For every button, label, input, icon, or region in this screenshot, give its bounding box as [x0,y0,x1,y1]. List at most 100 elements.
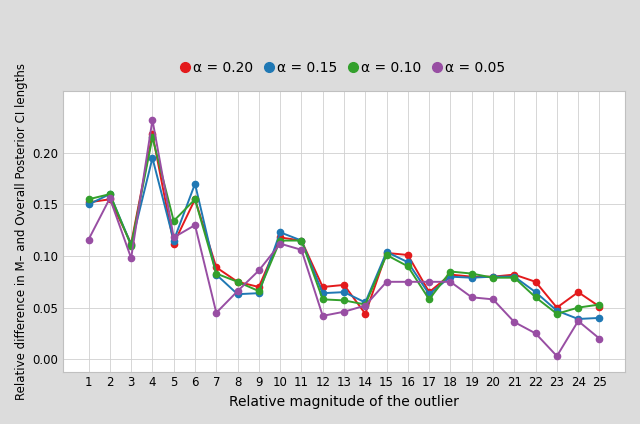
α = 0.10 [276,238,284,243]
α = 0.15 [212,272,220,277]
α = 0.15 [148,156,156,161]
α = 0.15 [255,290,262,296]
α = 0.15 [511,274,518,279]
α = 0.15 [191,181,199,187]
α = 0.20 [298,238,305,243]
α = 0.20 [319,285,326,290]
α = 0.05 [383,279,390,285]
α = 0.05 [511,320,518,325]
α = 0.05 [447,279,454,285]
α = 0.05 [574,318,582,324]
α = 0.20 [362,311,369,316]
α = 0.20 [276,235,284,240]
α = 0.10 [447,269,454,274]
α = 0.15 [468,275,476,280]
α = 0.05 [276,241,284,246]
α = 0.15 [319,290,326,296]
α = 0.20 [127,241,135,246]
α = 0.20 [170,241,177,246]
α = 0.10 [468,271,476,276]
α = 0.15 [532,290,540,295]
α = 0.05 [596,336,604,341]
α = 0.15 [362,300,369,305]
α = 0.15 [340,290,348,295]
α = 0.15 [106,192,114,197]
α = 0.10 [596,302,604,307]
α = 0.10 [212,271,220,276]
α = 0.10 [148,135,156,140]
Line: α = 0.15: α = 0.15 [86,155,603,322]
α = 0.10 [340,298,348,303]
α = 0.05 [319,313,326,318]
α = 0.20 [426,290,433,295]
α = 0.15 [426,292,433,297]
α = 0.10 [170,218,177,223]
α = 0.15 [170,238,177,243]
α = 0.10 [319,297,326,302]
α = 0.10 [511,275,518,280]
α = 0.15 [574,316,582,321]
α = 0.20 [340,282,348,287]
α = 0.15 [489,274,497,279]
α = 0.10 [84,197,92,202]
α = 0.15 [596,315,604,321]
α = 0.10 [553,311,561,316]
α = 0.05 [106,196,114,201]
α = 0.10 [234,279,241,285]
α = 0.10 [127,243,135,248]
α = 0.10 [106,192,114,197]
α = 0.05 [362,303,369,308]
α = 0.20 [447,272,454,277]
α = 0.10 [574,305,582,310]
α = 0.15 [84,202,92,207]
α = 0.10 [255,289,262,294]
α = 0.05 [489,297,497,302]
α = 0.20 [404,252,412,257]
X-axis label: Relative magnitude of the outlier: Relative magnitude of the outlier [229,395,459,409]
α = 0.20 [106,197,114,202]
α = 0.10 [426,297,433,302]
α = 0.05 [532,331,540,336]
α = 0.20 [574,290,582,295]
α = 0.20 [489,274,497,279]
Line: α = 0.20: α = 0.20 [86,131,603,317]
α = 0.20 [234,279,241,285]
α = 0.05 [191,223,199,228]
α = 0.20 [383,251,390,256]
α = 0.05 [255,268,262,273]
Legend: α = 0.20, α = 0.15, α = 0.10, α = 0.05: α = 0.20, α = 0.15, α = 0.10, α = 0.05 [178,56,510,81]
α = 0.10 [362,302,369,307]
Line: α = 0.10: α = 0.10 [86,134,603,317]
α = 0.20 [511,272,518,277]
α = 0.05 [340,309,348,314]
α = 0.10 [298,238,305,243]
α = 0.05 [298,247,305,252]
α = 0.20 [148,132,156,137]
α = 0.05 [212,310,220,315]
α = 0.15 [127,242,135,247]
α = 0.05 [127,256,135,261]
α = 0.15 [404,259,412,265]
α = 0.15 [383,249,390,254]
α = 0.20 [553,305,561,310]
α = 0.10 [489,275,497,280]
α = 0.20 [191,197,199,202]
α = 0.10 [532,295,540,300]
α = 0.05 [148,117,156,123]
α = 0.05 [404,279,412,285]
α = 0.20 [255,285,262,290]
α = 0.15 [276,230,284,235]
α = 0.15 [298,238,305,243]
α = 0.15 [234,292,241,297]
α = 0.20 [596,304,604,309]
Y-axis label: Relative difference in M– and Overall Posterior CI lengths: Relative difference in M– and Overall Po… [15,63,28,400]
α = 0.05 [553,354,561,359]
α = 0.20 [84,200,92,205]
α = 0.05 [234,289,241,294]
α = 0.10 [191,197,199,202]
α = 0.20 [532,279,540,285]
α = 0.10 [383,252,390,257]
α = 0.05 [468,295,476,300]
α = 0.15 [553,308,561,313]
α = 0.10 [404,264,412,269]
